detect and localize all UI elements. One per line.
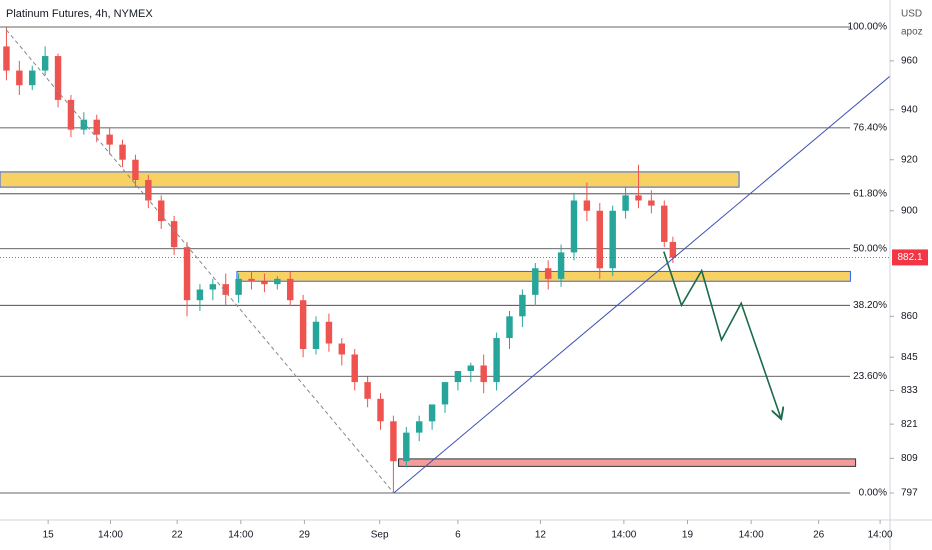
candle-body [16,70,23,86]
candle-body [532,268,539,295]
candle-body [635,195,642,201]
y-tick-label: 845 [901,352,918,363]
drawn-line [663,251,781,418]
last-price-tag [892,249,928,266]
fib-label: 100.00% [848,22,888,33]
candle-body [544,268,552,279]
y-tick-label: 940 [901,104,918,115]
candle-body [506,316,513,339]
candle-body [67,99,75,130]
candle-body [428,404,436,422]
candle-body [583,200,591,211]
x-tick-label: 19 [682,530,694,541]
candle-body [119,144,126,160]
candle-body [209,284,217,290]
y-tick-label: 920 [901,154,918,165]
fib-label: 38.20% [853,300,887,311]
candle-body [415,421,423,433]
candle-body [29,70,36,86]
x-tick-label: 14:00 [98,530,123,541]
fib-label: 61.80% [853,188,887,199]
candle-body [661,205,668,242]
candle-body [325,321,333,344]
candle-body [609,210,616,269]
candle-body [170,221,178,248]
x-tick-label: Sep [371,530,389,541]
candle-body [3,46,10,71]
y-tick-label: 960 [901,56,918,67]
candle-body [183,247,191,301]
candle-body [158,200,165,222]
candle-body [467,365,475,371]
candle-body [596,210,604,269]
zone [398,458,857,467]
candle-body [669,241,677,258]
zone [236,270,851,282]
x-tick-label: 6 [455,530,461,541]
chart-title: Platinum Futures, 4h, NYMEX [6,8,153,20]
candle-body [338,343,346,355]
axes: 960 940 920 900 860 845 833 821 809 797 882.1 15 14:… [43,56,928,541]
y-tick-label: 860 [901,311,918,322]
drawn-line [6,29,395,494]
fib-label: 23.60% [853,371,887,382]
y-tick-label: 809 [901,453,918,464]
candle-body [248,278,255,282]
candle-body [54,56,62,100]
candle-body [570,200,578,253]
candle-body [312,321,320,349]
candle-body [364,382,371,399]
candle-body [493,338,500,383]
fib-label: 76.40% [853,123,887,134]
candle-body [519,294,526,317]
candle-body [648,200,655,206]
y-tick-label: 833 [901,385,918,396]
candle-body [196,289,204,301]
candle-body [557,252,565,279]
plot-area [0,26,890,494]
user: apoz [901,27,923,38]
y-tick-label: 821 [901,419,918,430]
currency: USD [901,9,922,20]
candle-body [403,432,410,462]
last-price-label: 882.1 [897,252,922,263]
candle-body [93,119,100,135]
candle-body [390,421,397,462]
candle-body [261,281,268,285]
candle-body [480,365,487,383]
x-tick-label: 12 [535,530,547,541]
fib-label: 50.00% [853,243,887,254]
candle-body [132,159,139,181]
candle-body [441,382,449,405]
candle-body [454,370,462,383]
x-tick-label: 22 [172,530,184,541]
candle-body [622,195,629,211]
candle-body [106,134,113,145]
candle-body [377,398,384,422]
drawn-line [393,75,890,494]
x-tick-label: 26 [813,530,825,541]
candle-body [299,300,307,349]
x-tick-label: 15 [43,530,55,541]
fib-label: 0.00% [859,488,887,499]
y-tick-label: 797 [901,488,918,499]
candle-body [41,56,49,71]
x-tick-label: 14:00 [868,530,893,541]
candle-body [351,354,358,383]
candle-body [274,278,281,285]
candle-body [80,119,88,130]
x-tick-label: 14:00 [611,530,636,541]
zone [0,171,740,188]
candle-body [235,278,242,295]
candle-body [286,278,294,301]
x-tick-label: 14:00 [228,530,253,541]
candle-body [145,180,152,201]
y-tick-label: 900 [901,205,918,216]
candle-body [222,284,229,295]
x-tick-label: 29 [299,530,311,541]
x-tick-label: 14:00 [739,530,764,541]
